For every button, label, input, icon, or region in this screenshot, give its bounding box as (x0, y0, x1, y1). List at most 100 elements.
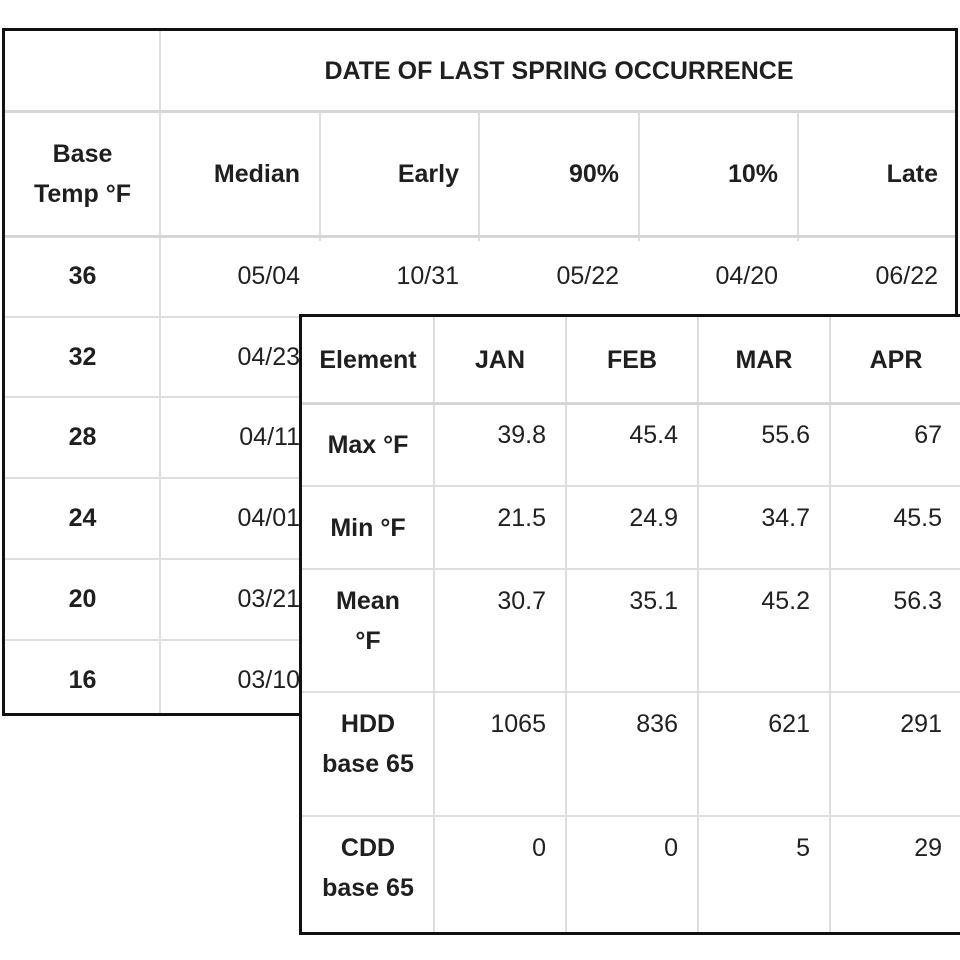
month-value: 39.8 (497, 421, 546, 449)
date-value: 04/20 (715, 262, 778, 290)
month-value: 291 (900, 710, 942, 738)
date-value: 04/23 (237, 343, 300, 371)
month-value: 621 (768, 710, 810, 738)
month-value-cell: 0 (434, 816, 566, 932)
month-value: 45.4 (629, 421, 678, 449)
month-header-cell: JAN (434, 317, 566, 403)
date-value-cell: 05/22 (479, 236, 639, 316)
month-value-cell: 67 (830, 403, 960, 486)
month-value-cell: 29 (830, 816, 960, 932)
element-label-cell: HDD base 65 (302, 692, 434, 816)
month-header: APR (869, 346, 923, 374)
month-value: 29 (914, 834, 942, 862)
month-header: MAR (735, 346, 793, 374)
month-value: 0 (532, 834, 546, 862)
month-header-cell: FEB (566, 317, 698, 403)
column-divider (829, 317, 831, 932)
column-header: Late (886, 159, 938, 188)
date-value: 05/04 (237, 262, 300, 290)
month-value: 55.6 (761, 421, 810, 449)
row-divider (302, 815, 960, 817)
month-value-cell: 5 (698, 816, 830, 932)
month-value-cell: 39.8 (434, 403, 566, 486)
column-divider (159, 31, 161, 713)
element-label: Min °F (330, 513, 406, 542)
element-label: Mean °F (336, 587, 400, 655)
month-value-cell: 21.5 (434, 486, 566, 569)
base-temp-cell: 28 (5, 397, 160, 477)
date-value-cell: 03/10 (160, 640, 320, 713)
column-divider (319, 111, 321, 241)
date-value: 06/22 (875, 262, 938, 290)
row-divider (302, 691, 960, 693)
date-value: 04/01 (237, 504, 300, 532)
base-temp-cell: 16 (5, 640, 160, 713)
month-value-cell: 24.9 (566, 486, 698, 569)
column-divider (478, 111, 480, 241)
row-divider (5, 396, 305, 398)
month-value: 1065 (490, 710, 546, 738)
month-value-cell: 1065 (434, 692, 566, 816)
month-value-cell: 836 (566, 692, 698, 816)
month-value-cell: 55.6 (698, 403, 830, 486)
month-value: 34.7 (761, 504, 810, 532)
element-label-cell: Min °F (302, 486, 434, 569)
date-value-cell: 06/22 (798, 236, 955, 316)
row-divider (302, 568, 960, 570)
date-value-cell: 04/20 (639, 236, 798, 316)
row-divider (302, 402, 960, 405)
date-value-cell: 03/21 (160, 559, 320, 639)
base-temp-header: Base Temp °F (33, 139, 132, 208)
row-divider (5, 316, 305, 318)
row-divider (5, 639, 305, 641)
element-label: CDD base 65 (322, 834, 414, 902)
date-value-cell: 10/31 (320, 236, 479, 316)
column-divider (697, 317, 699, 932)
month-value-cell: 0 (566, 816, 698, 932)
base-temp-header-cell: Base Temp °F (5, 111, 160, 236)
element-label-cell: Mean °F (302, 569, 434, 692)
date-value: 10/31 (396, 262, 459, 290)
element-label-cell: CDD base 65 (302, 816, 434, 932)
month-header-cell: MAR (698, 317, 830, 403)
base-temp: 24 (68, 504, 97, 532)
column-header-cell: Late (798, 111, 955, 236)
base-temp: 36 (68, 262, 97, 290)
base-temp: 16 (68, 666, 97, 694)
date-value-cell: 05/04 (160, 236, 320, 316)
month-value-cell: 30.7 (434, 569, 566, 692)
month-value-cell: 35.1 (566, 569, 698, 692)
date-value: 04/11 (239, 423, 300, 451)
column-header-cell: Early (320, 111, 479, 236)
group-header: DATE OF LAST SPRING OCCURRENCE (324, 57, 794, 85)
month-value: 45.2 (761, 587, 810, 615)
month-value: 24.9 (629, 504, 678, 532)
row-divider (5, 558, 305, 560)
month-value: 56.3 (893, 587, 942, 615)
base-temp: 20 (68, 585, 97, 613)
month-value: 30.7 (497, 587, 546, 615)
month-value-cell: 621 (698, 692, 830, 816)
row-divider (302, 485, 960, 487)
column-header-cell: 90% (479, 111, 639, 236)
month-value-cell: 34.7 (698, 486, 830, 569)
month-value: 67 (914, 421, 942, 449)
column-header: 90% (568, 159, 619, 188)
month-value-cell: 45.2 (698, 569, 830, 692)
month-value-cell: 45.5 (830, 486, 960, 569)
date-value-cell: 04/01 (160, 478, 320, 558)
month-value-cell: 56.3 (830, 569, 960, 692)
element-label: HDD base 65 (322, 710, 414, 778)
base-temp-cell: 36 (5, 236, 160, 316)
column-header: Median (213, 159, 300, 188)
row-divider (5, 477, 305, 479)
column-header: 10% (727, 159, 778, 188)
row-divider (5, 235, 955, 238)
month-value: 45.5 (893, 504, 942, 532)
month-value: 836 (636, 710, 678, 738)
column-divider (797, 111, 799, 241)
element-header-cell: Element (302, 317, 434, 403)
date-value-cell: 04/23 (160, 317, 320, 397)
date-value-cell: 04/11 (160, 397, 320, 477)
column-header-cell: 10% (639, 111, 798, 236)
